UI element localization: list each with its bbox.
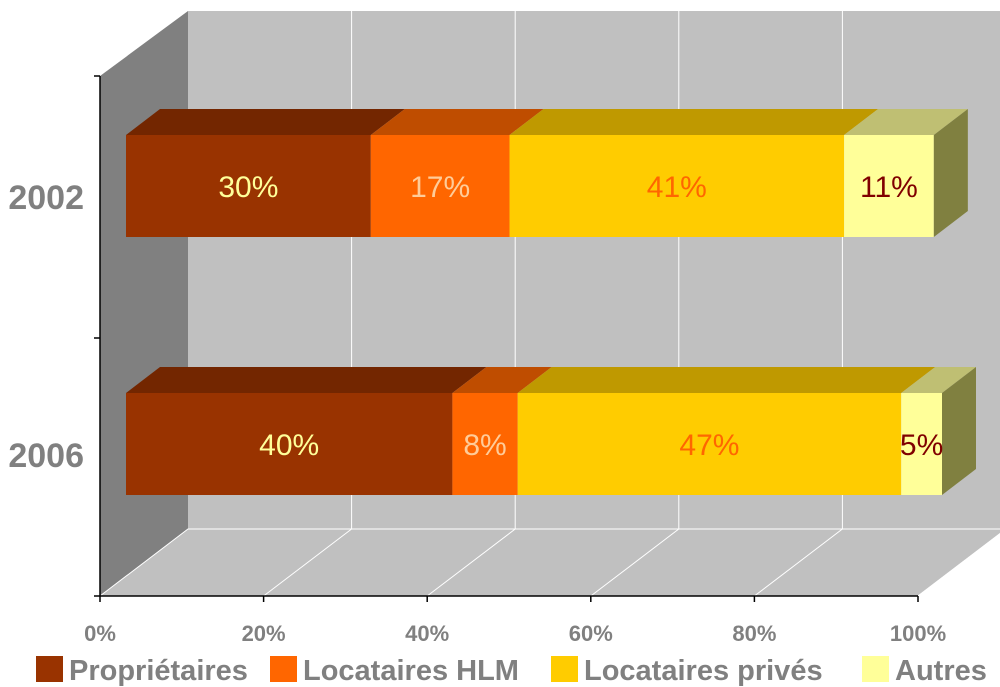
gridline-floor: [917, 532, 1000, 597]
legend-label-proprietaires: Propriétaires: [69, 655, 248, 687]
legend-label-locataires-hlm: Locataires HLM: [303, 655, 519, 687]
bar-locataires-hlm-2006: [452, 393, 518, 495]
data-label-proprietaires-2006: 40%: [259, 429, 319, 462]
bar-autres-2006-top: [901, 367, 976, 393]
side-wall: [100, 11, 188, 596]
gridline-floor: [754, 528, 843, 597]
x-tick-label: 40%: [405, 621, 449, 646]
legend-swatch-autres: [862, 656, 889, 682]
data-label-autres-2002: 11%: [860, 171, 918, 204]
chart-walls: [98, 11, 1000, 597]
x-tick-label: 100%: [890, 621, 946, 646]
data-label-locataires-prives-2006: 47%: [679, 429, 739, 462]
bar-proprietaires-2006: [126, 393, 453, 495]
gridline-floor: [263, 528, 352, 597]
bar-proprietaires-2002: [126, 135, 371, 237]
legend-swatch-locataires-hlm: [270, 656, 297, 682]
legend: Propriétaires Locataires HLM Locataires pr…: [36, 655, 987, 687]
legend-label-locataires-prives: Locataires privés: [584, 655, 823, 687]
bar-locataires-hlm-2006-top: [452, 367, 552, 393]
bar-locataires-hlm-2002: [370, 135, 510, 237]
gridline-floor: [426, 528, 516, 597]
bar-autres-2006-side: [942, 367, 976, 495]
data-label-proprietaires-2002: 30%: [218, 171, 278, 204]
data-label-locataires-hlm-2006: 8%: [463, 429, 506, 462]
bar-proprietaires-2002-top: [126, 109, 405, 135]
category-label-2006: 2006: [8, 437, 84, 475]
x-tick-label: 20%: [242, 621, 286, 646]
x-tick-label: 60%: [569, 621, 613, 646]
legend-label-autres: Autres: [895, 655, 987, 687]
bar-autres-2002-side: [933, 109, 968, 237]
bar-locataires-prives-2002: [509, 135, 845, 237]
gridline-floor: [590, 528, 680, 597]
bar-autres-2006: [901, 393, 942, 495]
axes: 2002 2006 0% 20% 40% 60% 80% 100%: [8, 75, 946, 646]
legend-swatch-locataires-prives: [551, 656, 578, 682]
bar-autres-2002-top: [844, 109, 968, 135]
data-label-locataires-prives-2002: 41%: [647, 171, 707, 204]
bar-proprietaires-2006-top: [126, 367, 487, 393]
bar-locataires-prives-2006: [517, 393, 902, 495]
legend-swatch-proprietaires: [36, 656, 63, 682]
data-label-autres-2006: 5%: [900, 429, 943, 462]
bar-locataires-prives-2006-top: [517, 367, 936, 393]
floor: [98, 528, 1000, 597]
x-tick-label: 80%: [732, 621, 776, 646]
bar-locataires-hlm-2002-top: [370, 109, 544, 135]
bar-segments: 30% 17% 41% 11% 40% 8% 47% 5%: [126, 109, 976, 495]
category-label-2002: 2002: [8, 179, 84, 217]
x-tick-label: 0%: [84, 621, 116, 646]
bar-locataires-prives-2002-top: [509, 109, 879, 135]
bar-autres-2002: [844, 135, 934, 237]
data-label-locataires-hlm-2002: 17%: [410, 171, 470, 204]
